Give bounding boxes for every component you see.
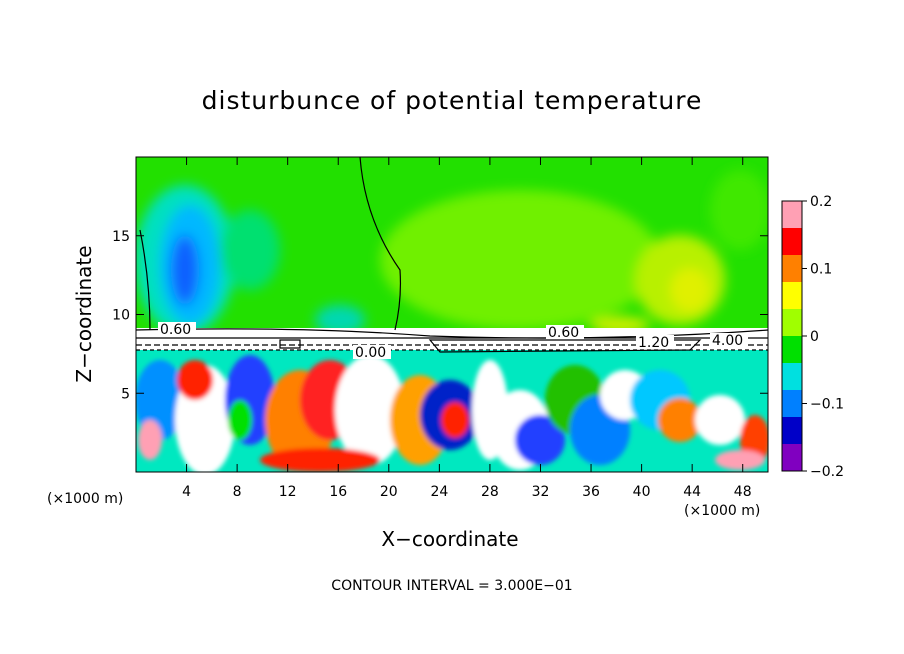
contour-label-bg xyxy=(158,322,196,336)
colorbar-swatch xyxy=(782,417,802,445)
colorbar-tick-label: 0.2 xyxy=(810,194,832,210)
x-unit-label-right: (×1000 m) xyxy=(684,503,761,519)
colorbar: 0.2 0.1 0 −0.1 −0.2 xyxy=(781,194,844,480)
x-tick-label: 28 xyxy=(481,484,499,500)
contour-label-bg xyxy=(546,325,584,339)
contour-label: 4.00 xyxy=(712,333,743,349)
colorbar-swatch xyxy=(782,444,802,472)
colorbar-tick-label: 0.1 xyxy=(810,262,832,278)
contour-label: 0.60 xyxy=(548,325,579,341)
colorbar-swatch xyxy=(782,363,802,391)
x-ticks: 4 8 12 16 20 24 28 32 36 40 44 48 xyxy=(182,157,752,500)
x-tick-label: 40 xyxy=(633,484,651,500)
colorbar-swatch xyxy=(782,336,802,364)
colorbar-swatch xyxy=(782,309,802,337)
contour-label-bg xyxy=(710,333,748,347)
heatmap-field xyxy=(136,157,768,472)
x-axis-label: X−coordinate xyxy=(381,527,519,551)
x-tick-label: 32 xyxy=(532,484,550,500)
chart-title: disturbunce of potential temperature xyxy=(201,86,703,115)
x-tick-label: 36 xyxy=(582,484,600,500)
contour-label: 1.20 xyxy=(638,335,669,351)
colorbar-tick-label: −0.2 xyxy=(810,464,844,480)
x-tick-label: 20 xyxy=(380,484,398,500)
contour-label-bg xyxy=(353,345,391,359)
y-ticks: 5 10 15 xyxy=(112,229,768,402)
colorbar-swatch xyxy=(782,390,802,418)
x-tick-label: 48 xyxy=(734,484,752,500)
x-tick-label: 24 xyxy=(430,484,448,500)
colorbar-swatch xyxy=(782,201,802,229)
x-tick-label: 16 xyxy=(329,484,347,500)
x-tick-label: 12 xyxy=(279,484,297,500)
x-unit-label-left: (×1000 m) xyxy=(47,491,124,507)
x-tick-label: 4 xyxy=(182,484,191,500)
colorbar-tick-label: −0.1 xyxy=(810,397,844,413)
colorbar-swatch xyxy=(782,228,802,256)
colorbar-tick-label: 0 xyxy=(810,329,819,345)
x-tick-label: 44 xyxy=(683,484,701,500)
contour-labels: 0.60 0.00 0.60 1.20 4.00 xyxy=(158,322,748,361)
y-tick-label: 15 xyxy=(112,229,130,245)
contour-label-bg xyxy=(636,335,674,349)
y-tick-label: 10 xyxy=(112,308,130,324)
colorbar-swatch xyxy=(782,255,802,283)
x-tick-label: 8 xyxy=(233,484,242,500)
colorbar-swatch xyxy=(782,282,802,310)
y-tick-label: 5 xyxy=(121,386,130,402)
contour-label: 0.60 xyxy=(160,322,191,338)
contour-label: 0.00 xyxy=(355,345,386,361)
contour-interval-note: CONTOUR INTERVAL = 3.000E−01 xyxy=(331,578,573,594)
